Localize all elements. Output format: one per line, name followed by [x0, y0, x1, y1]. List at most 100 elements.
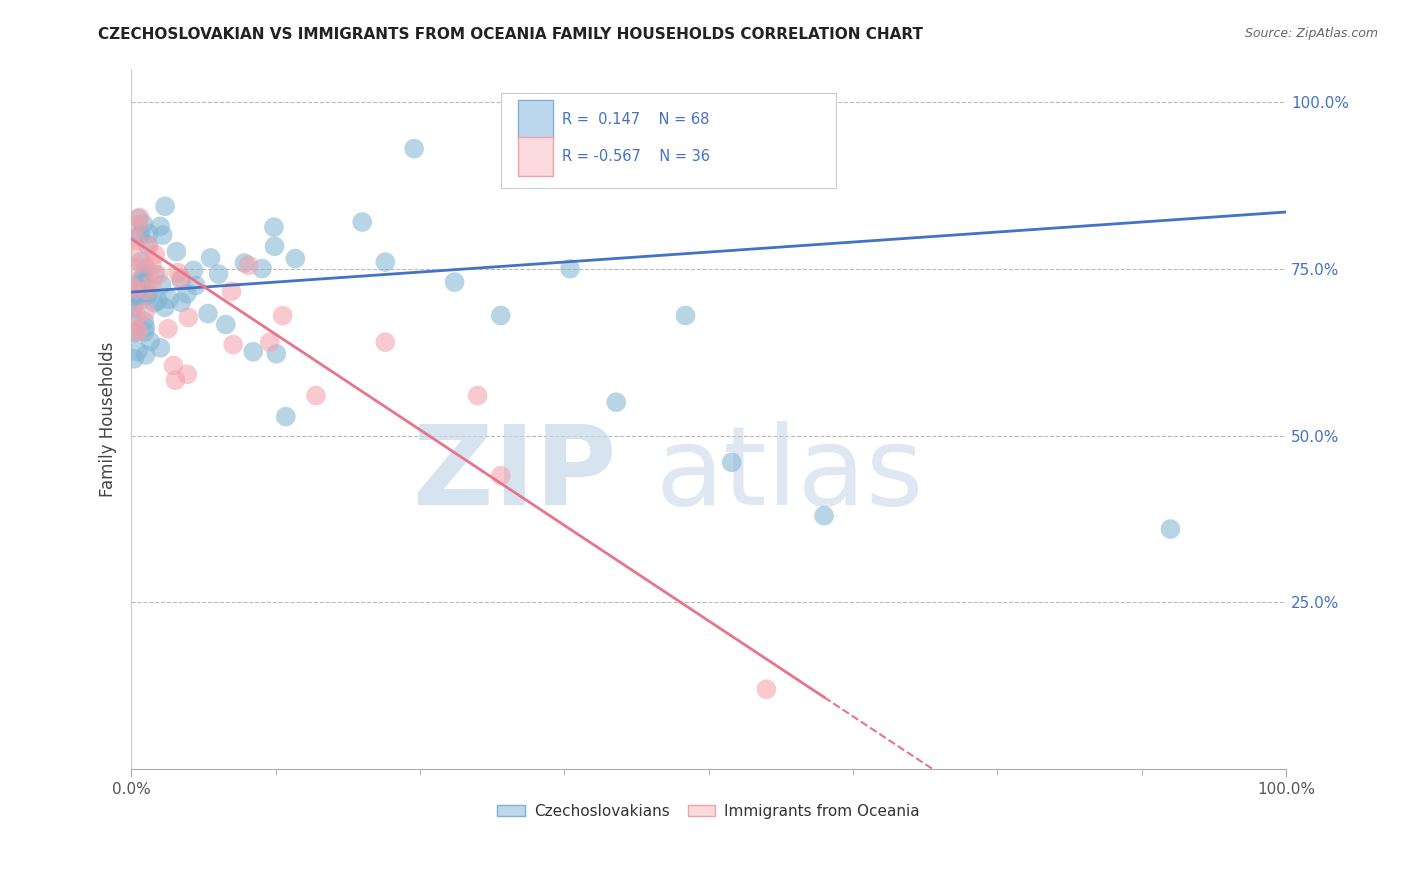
Point [138, 227, 160, 241]
Point [170, 295, 193, 310]
Point [125, 308, 148, 322]
Bar [517, 137, 553, 176]
Point [165, 244, 187, 259]
Point [233, 256, 256, 270]
FancyBboxPatch shape [501, 93, 835, 187]
Point [675, 309, 697, 323]
Point [141, 258, 163, 272]
Point [157, 292, 180, 306]
Point [129, 293, 152, 307]
Point [124, 233, 146, 247]
Point [221, 285, 243, 299]
Point [146, 293, 169, 308]
Legend: Czechoslovakians, Immigrants from Oceania: Czechoslovakians, Immigrants from Oceani… [491, 797, 927, 825]
Point [215, 318, 238, 332]
Point [153, 199, 176, 213]
Point [125, 326, 148, 340]
Point [135, 260, 157, 275]
Point [127, 324, 149, 338]
Point [121, 260, 143, 275]
Point [128, 229, 150, 244]
Y-axis label: Family Households: Family Households [100, 342, 117, 497]
Point [122, 326, 145, 340]
Point [125, 278, 148, 293]
Point [124, 282, 146, 296]
Point [129, 272, 152, 286]
Text: CZECHOSLOVAKIAN VS IMMIGRANTS FROM OCEANIA FAMILY HOUSEHOLDS CORRELATION CHART: CZECHOSLOVAKIAN VS IMMIGRANTS FROM OCEAN… [98, 27, 924, 42]
Point [443, 275, 465, 289]
Point [132, 272, 155, 286]
Point [274, 409, 297, 424]
Point [138, 239, 160, 253]
Point [467, 388, 489, 402]
Point [157, 322, 180, 336]
Text: ZIP: ZIP [413, 422, 616, 528]
Point [143, 296, 166, 310]
Point [177, 310, 200, 325]
Point [141, 276, 163, 290]
Point [813, 508, 835, 523]
Point [143, 268, 166, 282]
Point [605, 395, 627, 409]
Point [558, 261, 581, 276]
Text: R =  0.147    N = 68: R = 0.147 N = 68 [562, 112, 710, 127]
Point [143, 247, 166, 261]
Point [165, 373, 187, 387]
Point [242, 344, 264, 359]
Point [134, 314, 156, 328]
Point [259, 335, 281, 350]
Point [128, 211, 150, 225]
Point [170, 273, 193, 287]
Point [153, 301, 176, 315]
Point [755, 682, 778, 697]
Point [263, 220, 285, 235]
Point [134, 304, 156, 318]
Point [134, 320, 156, 334]
Point [184, 278, 207, 293]
Point [489, 309, 512, 323]
Point [132, 217, 155, 231]
Point [374, 255, 396, 269]
Point [284, 252, 307, 266]
Point [129, 227, 152, 241]
Point [352, 215, 374, 229]
Point [207, 267, 229, 281]
Point [1159, 522, 1181, 536]
Point [250, 261, 273, 276]
Point [136, 284, 159, 298]
Point [121, 246, 143, 260]
Point [127, 211, 149, 226]
Point [176, 286, 198, 301]
Point [222, 337, 245, 351]
Point [197, 307, 219, 321]
Point [127, 344, 149, 359]
Point [200, 251, 222, 265]
Point [374, 335, 396, 350]
Point [122, 351, 145, 366]
Point [121, 293, 143, 307]
Point [176, 368, 198, 382]
Point [121, 310, 143, 324]
Point [139, 334, 162, 349]
Point [263, 239, 285, 253]
Point [129, 254, 152, 268]
Point [121, 301, 143, 315]
Point [132, 269, 155, 284]
Point [152, 228, 174, 243]
Bar [517, 100, 553, 138]
Point [305, 388, 328, 402]
Point [489, 468, 512, 483]
Point [127, 324, 149, 338]
Point [136, 238, 159, 252]
Text: R = -0.567    N = 36: R = -0.567 N = 36 [562, 149, 710, 164]
Point [127, 219, 149, 233]
Text: atlas: atlas [655, 422, 924, 528]
Point [121, 279, 143, 293]
Point [238, 258, 260, 272]
Point [127, 289, 149, 303]
Point [149, 341, 172, 355]
Point [125, 285, 148, 300]
Point [149, 219, 172, 234]
Point [134, 325, 156, 339]
Point [404, 142, 426, 156]
